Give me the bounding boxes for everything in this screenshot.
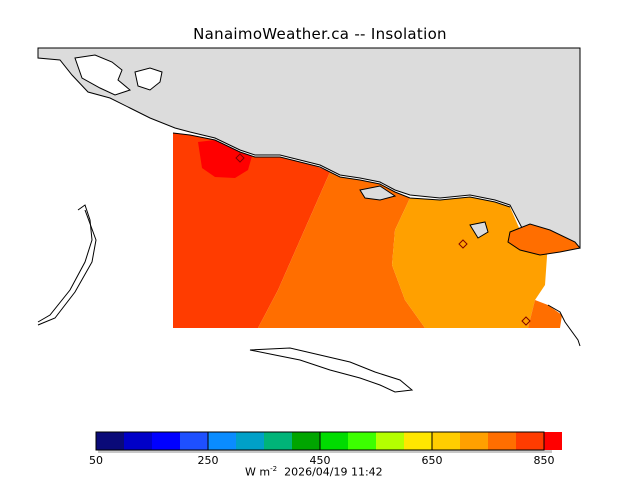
colorbar-swatch (488, 432, 516, 450)
insolation-field (173, 133, 562, 328)
colorbar-swatch (544, 432, 562, 450)
colorbar-tick-label: 850 (533, 454, 555, 467)
colorbar-swatch (404, 432, 432, 450)
station-markers (235, 153, 531, 326)
colorbar-swatch (180, 432, 208, 450)
field-band-800 (198, 140, 252, 178)
colorbar-swatch (152, 432, 180, 450)
colorbar-swatch (292, 432, 320, 450)
colorbar-swatch (264, 432, 292, 450)
units-exponent: -2 (270, 465, 278, 473)
timestamp: 2026/04/19 11:42 (284, 465, 383, 479)
colorbar-tick-label: 450 (309, 454, 331, 467)
colorbar-units: W m-2 2026/04/19 11:42 (245, 465, 383, 479)
colorbar-tick-label: 250 (197, 454, 219, 467)
colorbar-swatch (348, 432, 376, 450)
colorbar-swatch (516, 432, 544, 450)
colorbar (95, 431, 562, 453)
colorbar-tick-label: 650 (421, 454, 443, 467)
field-band-700-south (528, 300, 562, 328)
colorbar-swatch (320, 432, 348, 450)
colorbar-swatch (236, 432, 264, 450)
colorbar-swatch (96, 432, 124, 450)
field-band-700 (258, 172, 425, 328)
station-marker-north (235, 153, 245, 163)
colorbar-swatch (432, 432, 460, 450)
field-band-750 (173, 133, 330, 328)
units-prefix: W m (245, 465, 271, 479)
field-band-650 (392, 197, 548, 328)
colorbar-swatch (376, 432, 404, 450)
coastlines (37, 54, 581, 393)
colorbar-swatch (124, 432, 152, 450)
colorbar-tick-label: 50 (89, 454, 103, 467)
station-marker-nanaimo (458, 239, 468, 249)
colorbar-swatch (460, 432, 488, 450)
colorbar-swatch (208, 432, 236, 450)
station-marker-south (521, 316, 531, 326)
map-title: NanaimoWeather.ca -- Insolation (193, 25, 447, 43)
